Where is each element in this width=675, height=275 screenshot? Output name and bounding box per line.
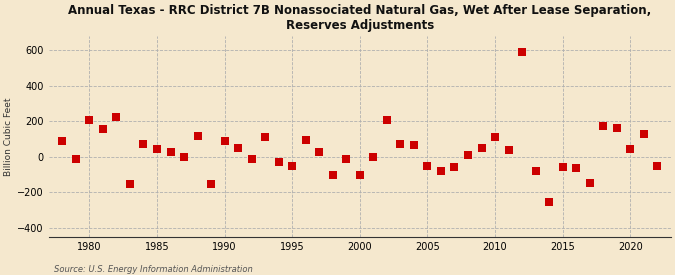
Point [503, 147, 514, 152]
Point [70, 157, 81, 162]
Point [558, 165, 568, 170]
Point [314, 149, 325, 154]
Point [368, 155, 379, 159]
Point [652, 164, 663, 168]
Point [422, 164, 433, 168]
Point [408, 143, 419, 147]
Point [544, 200, 555, 204]
Point [625, 147, 636, 151]
Point [327, 172, 338, 177]
Point [381, 118, 392, 123]
Point [612, 126, 622, 131]
Title: Annual Texas - RRC District 7B Nonassociated Natural Gas, Wet After Lease Separa: Annual Texas - RRC District 7B Nonassoci… [68, 4, 651, 32]
Point [585, 181, 595, 186]
Point [476, 146, 487, 150]
Point [639, 131, 649, 136]
Point [489, 135, 500, 139]
Point [192, 134, 203, 139]
Point [138, 141, 149, 146]
Point [179, 155, 190, 159]
Point [354, 172, 365, 177]
Point [462, 153, 473, 157]
Point [571, 166, 582, 170]
Point [111, 115, 122, 119]
Point [273, 160, 284, 164]
Point [152, 147, 163, 151]
Point [219, 139, 230, 143]
Point [97, 127, 108, 131]
Point [531, 169, 541, 173]
Y-axis label: Billion Cubic Feet: Billion Cubic Feet [4, 97, 14, 176]
Point [165, 149, 176, 154]
Point [287, 164, 298, 168]
Point [206, 182, 217, 186]
Point [125, 182, 136, 186]
Text: Source: U.S. Energy Information Administration: Source: U.S. Energy Information Administ… [54, 265, 252, 274]
Point [233, 146, 244, 150]
Point [516, 50, 527, 54]
Point [449, 164, 460, 169]
Point [260, 135, 271, 139]
Point [84, 117, 95, 122]
Point [435, 169, 446, 173]
Point [395, 142, 406, 147]
Point [246, 157, 257, 162]
Point [57, 139, 68, 143]
Point [300, 138, 311, 142]
Point [598, 123, 609, 128]
Point [341, 156, 352, 161]
